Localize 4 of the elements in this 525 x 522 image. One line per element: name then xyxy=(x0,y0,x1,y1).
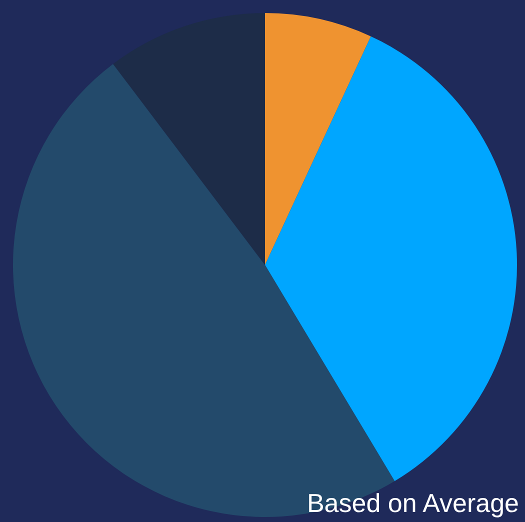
pie-slice xyxy=(265,13,371,265)
pie-slice xyxy=(113,13,265,265)
pie-slice xyxy=(265,36,517,482)
text: Based on Average xyxy=(306,488,519,518)
